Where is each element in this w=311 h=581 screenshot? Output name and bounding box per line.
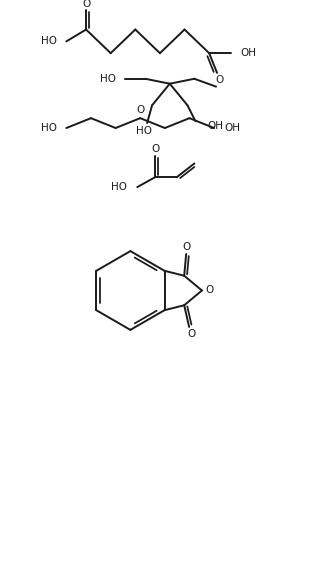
Text: HO: HO	[40, 37, 57, 46]
Text: HO: HO	[40, 123, 57, 133]
Text: O: O	[151, 144, 159, 154]
Text: O: O	[215, 75, 223, 85]
Text: O: O	[82, 0, 90, 9]
Text: OH: OH	[241, 48, 257, 58]
Text: OH: OH	[224, 123, 240, 133]
Text: HO: HO	[136, 126, 152, 136]
Text: OH: OH	[207, 121, 223, 131]
Text: HO: HO	[100, 74, 116, 84]
Text: O: O	[206, 285, 214, 296]
Text: O: O	[182, 242, 190, 252]
Text: O: O	[136, 105, 144, 115]
Text: O: O	[187, 329, 195, 339]
Text: HO: HO	[111, 182, 128, 192]
